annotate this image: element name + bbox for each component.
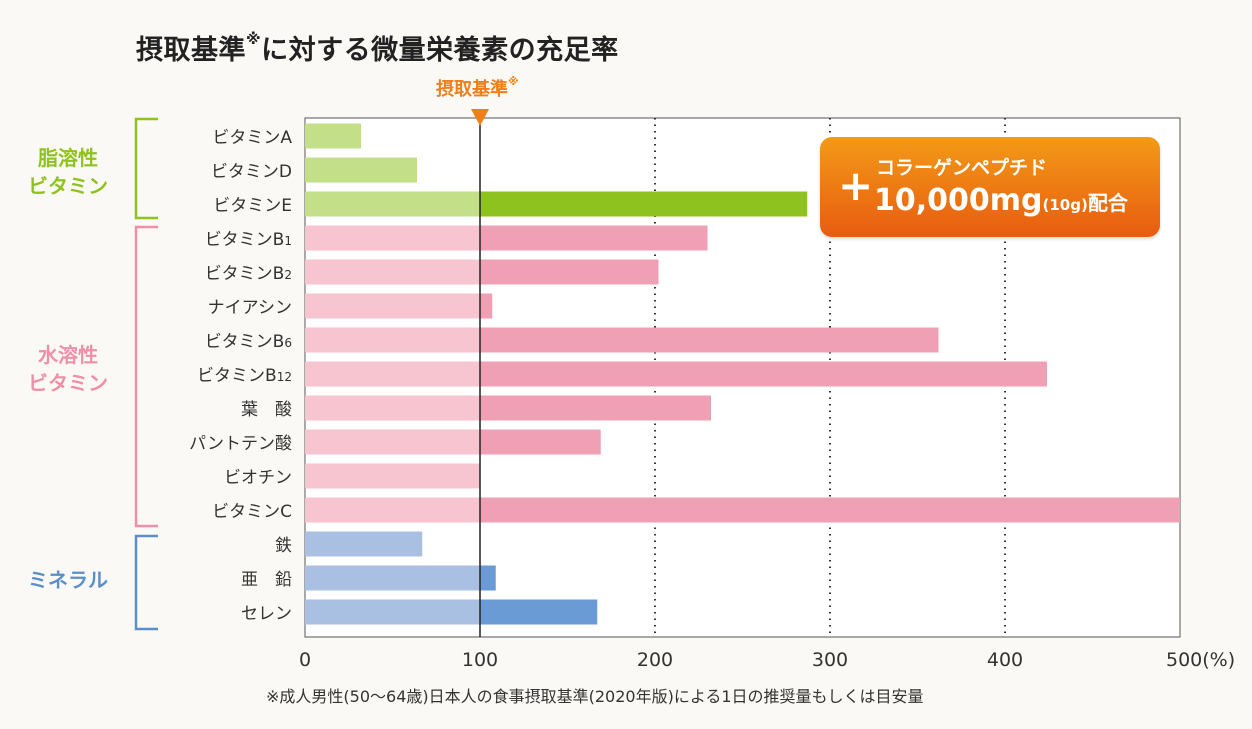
group-label-water-line1: 水溶性 (38, 343, 98, 367)
x-tick-label-200: 200 (637, 649, 673, 671)
bar-7-base (305, 361, 480, 387)
category-label-11: ビタミンC (212, 502, 292, 522)
bar-5-base (305, 293, 480, 319)
footnote: ※成人男性(50〜64歳)日本人の食事摂取基準(2020年版)による1日の推奨量… (266, 687, 924, 706)
x-tick-label-300: 300 (812, 649, 848, 671)
category-label-9: パントテン酸 (189, 434, 292, 454)
bar-14-base (305, 599, 480, 625)
category-label-8: 葉 酸 (241, 400, 292, 420)
x-tick-label-500: 500(%) (1166, 649, 1235, 671)
category-label-14: セレン (241, 604, 292, 624)
bar-5-excess (480, 293, 493, 319)
bar-13-base (305, 565, 480, 591)
category-label-3: ビタミンB1 (205, 230, 292, 250)
bar-7-excess (480, 361, 1047, 387)
category-label-6: ビタミンB6 (205, 332, 292, 352)
x-tick-label-400: 400 (987, 649, 1023, 671)
group-bracket-mineral (134, 534, 158, 631)
reference-label: 摂取基準※ (436, 75, 519, 101)
group-label-fat-soluble: 脂溶性 ビタミン (18, 144, 118, 200)
bar-14-excess (480, 599, 598, 625)
bar-11-base (305, 497, 480, 523)
bar-8-base (305, 395, 480, 421)
x-tick-label-100: 100 (462, 649, 498, 671)
group-label-fat-line2: ビタミン (28, 174, 108, 198)
category-label-1: ビタミンD (211, 162, 292, 182)
group-label-fat-line1: 脂溶性 (38, 146, 98, 170)
group-bracket-fat (134, 117, 158, 220)
group-label-mineral-line1: ミネラル (28, 568, 108, 592)
plus-icon: + (838, 161, 874, 210)
reference-label-text: 摂取基準 (436, 79, 508, 100)
title-rest: に対する微量栄養素の充足率 (261, 35, 619, 66)
bar-9-base (305, 429, 480, 455)
group-label-water-soluble: 水溶性 ビタミン (18, 341, 118, 397)
x-tick-label-0: 0 (299, 649, 311, 671)
bar-13-excess (480, 565, 496, 591)
bar-2-excess (480, 191, 808, 217)
category-label-10: ビオチン (224, 468, 292, 488)
bar-1-base (305, 157, 417, 183)
bar-4-base (305, 259, 480, 285)
bar-8-excess (480, 395, 711, 421)
category-label-12: 鉄 (275, 536, 292, 556)
group-label-water-line2: ビタミン (28, 371, 108, 395)
category-label-13: 亜 鉛 (241, 570, 292, 590)
bar-10-base (305, 463, 480, 489)
callout-suffix: 配合 (1087, 191, 1128, 215)
reference-label-note: ※ (508, 75, 519, 88)
bar-4-excess (480, 259, 659, 285)
chart-title: 摂取基準※に対する微量栄養素の充足率 (136, 28, 619, 67)
group-bracket-water (134, 225, 158, 528)
bar-3-base (305, 225, 480, 251)
bar-6-excess (480, 327, 939, 353)
callout-unit: (10g) (1042, 196, 1088, 214)
bar-3-excess (480, 225, 708, 251)
category-label-4: ビタミンB2 (205, 264, 292, 284)
bar-12-base (305, 531, 423, 557)
group-label-mineral: ミネラル (18, 566, 118, 594)
collagen-callout: + コラーゲンペプチド 10,000mg(10g)配合 (820, 137, 1160, 237)
category-label-0: ビタミンA (212, 128, 292, 148)
bar-0-base (305, 123, 361, 149)
bar-2-base (305, 191, 480, 217)
category-label-5: ナイアシン (208, 298, 292, 318)
callout-line1: コラーゲンペプチド (876, 157, 1048, 179)
category-label-2: ビタミンE (213, 196, 292, 216)
bar-6-base (305, 327, 480, 353)
callout-amount: 10,000mg (874, 183, 1043, 218)
bar-11-excess (480, 497, 1180, 523)
title-note: ※ (246, 30, 262, 48)
title-main: 摂取基準 (136, 35, 246, 66)
bar-9-excess (480, 429, 601, 455)
callout-line2: 10,000mg(10g)配合 (874, 183, 1128, 218)
reference-marker-icon (471, 109, 489, 126)
category-label-7: ビタミンB12 (197, 366, 292, 386)
